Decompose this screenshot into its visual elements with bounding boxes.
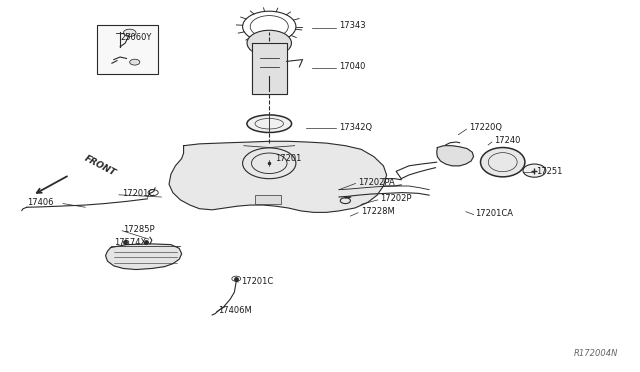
- Ellipse shape: [481, 148, 525, 177]
- Text: 17220Q: 17220Q: [469, 123, 502, 132]
- Text: R172004N: R172004N: [574, 349, 618, 358]
- Text: 17202P: 17202P: [380, 194, 412, 203]
- Text: 17201: 17201: [276, 154, 302, 163]
- Text: 17228M: 17228M: [361, 207, 395, 216]
- Polygon shape: [106, 244, 182, 270]
- Text: 17251: 17251: [536, 167, 562, 176]
- Circle shape: [247, 30, 291, 56]
- Text: 17406: 17406: [27, 198, 53, 207]
- Text: 25060Y: 25060Y: [120, 33, 152, 42]
- Text: 17343: 17343: [339, 21, 365, 30]
- Bar: [255, 195, 281, 204]
- Circle shape: [523, 164, 546, 177]
- Text: 17406M: 17406M: [218, 306, 252, 315]
- Text: 17202PA: 17202PA: [358, 178, 395, 187]
- Polygon shape: [252, 43, 287, 94]
- Text: 17285P: 17285P: [124, 225, 155, 234]
- Text: 17342Q: 17342Q: [339, 123, 372, 132]
- Circle shape: [130, 59, 140, 65]
- Bar: [97, 25, 158, 74]
- Text: FRONT: FRONT: [83, 154, 118, 178]
- Text: 17574X: 17574X: [114, 238, 146, 247]
- Circle shape: [124, 29, 136, 36]
- Polygon shape: [169, 141, 387, 212]
- Text: 17201CA: 17201CA: [476, 209, 513, 218]
- Polygon shape: [436, 146, 474, 166]
- Text: 17040: 17040: [339, 62, 365, 71]
- Ellipse shape: [247, 115, 292, 132]
- Text: 17240: 17240: [495, 136, 521, 145]
- Text: 17201C: 17201C: [122, 189, 154, 198]
- Text: 17201C: 17201C: [241, 277, 273, 286]
